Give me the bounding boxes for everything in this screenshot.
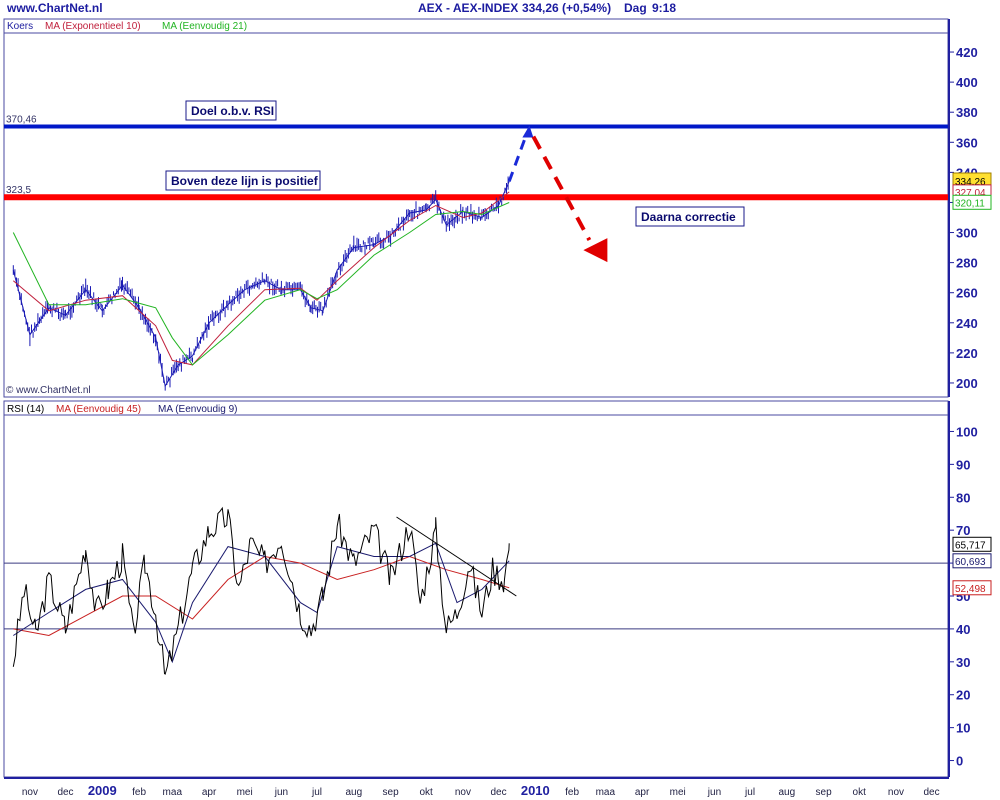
x-tick-label: jun [274, 787, 288, 798]
ma-price-label: 320,11 [955, 198, 985, 209]
price-y-tick-label: 420 [956, 45, 978, 60]
x-tick-label: 2009 [88, 783, 117, 798]
target-level-label: 370,46 [6, 115, 37, 126]
x-tick-label: jul [744, 787, 755, 798]
rsi-value-box [952, 536, 992, 552]
x-tick-label: aug [345, 787, 362, 798]
quote-value: 334,26 (+0,54%) [522, 1, 612, 15]
projection-up-arrowhead [522, 125, 534, 138]
rsi-value-box [952, 553, 992, 569]
x-tick-label: sep [816, 787, 833, 798]
annotation-text: Doel o.b.v. RSI [191, 104, 274, 118]
rsi-trend-line [396, 516, 517, 597]
price-y-tick-label: 240 [956, 316, 978, 331]
annotation-text: Daarna correctie [641, 210, 736, 224]
rsi-y-tick-label: 10 [956, 721, 970, 736]
projection-down-line [531, 135, 592, 242]
x-tick-label: mei [670, 787, 686, 798]
annotation-box [165, 170, 321, 191]
x-tick-label: aug [778, 787, 795, 798]
x-tick-label: jun [707, 787, 721, 798]
x-tick-label: dec [57, 787, 73, 798]
x-tick-label: nov [455, 787, 471, 798]
price-y-tick-label: 400 [956, 75, 978, 90]
support-level-label: 323,5 [6, 185, 31, 196]
x-tick-label: maa [596, 787, 616, 798]
rsi-line [12, 506, 510, 675]
projection-up-line [507, 134, 528, 182]
rsi-y-tick-label: 30 [956, 655, 970, 670]
rsi-y-tick-label: 0 [956, 754, 963, 769]
rsi-value-label: 65,717 [955, 540, 986, 551]
price-y-tick-label: 200 [956, 376, 978, 391]
watermark: © www.ChartNet.nl [6, 385, 91, 396]
x-tick-label: jul [311, 787, 322, 798]
header-bar: www.ChartNet.nl AEX - AEX-INDEX 334,26 (… [0, 0, 1000, 16]
projection-down-arrowhead [583, 238, 608, 263]
price-legend-item: MA (Eenvoudig 21) [162, 21, 247, 32]
x-tick-label: feb [132, 787, 146, 798]
rsi-ma9-line [13, 542, 510, 664]
x-tick-label: okt [853, 787, 867, 798]
rsi-y-tick-label: 40 [956, 622, 970, 637]
annotation-box [185, 100, 277, 121]
price-y-tick-label: 380 [956, 105, 978, 120]
time-label: 9:18 [652, 1, 677, 15]
annotation-text: Boven deze lijn is positief [171, 174, 319, 188]
instrument-name: AEX - AEX-INDEX [418, 1, 519, 15]
annotation-box [635, 206, 745, 227]
price-legend-item: MA (Exponentieel 10) [45, 21, 141, 32]
x-tick-label: okt [419, 787, 433, 798]
price-y-tick-label: 260 [956, 286, 978, 301]
rsi-value-label: 60,693 [955, 557, 986, 568]
rsi-panel-frame [3, 400, 949, 778]
ma-simple21-line [12, 202, 510, 366]
site-name[interactable]: www.ChartNet.nl [7, 1, 103, 15]
rsi-legend-item: RSI (14) [7, 404, 44, 415]
ma-price-label: 327,04 [955, 188, 986, 199]
price-panel-frame [3, 18, 949, 398]
price-y-tick-label: 220 [956, 346, 978, 361]
x-tick-label: nov [888, 787, 904, 798]
rsi-value-label: 52,498 [955, 584, 986, 595]
x-tick-label: mei [237, 787, 253, 798]
rsi-y-tick-label: 100 [956, 424, 978, 439]
x-tick-label: dec [490, 787, 506, 798]
rsi-legend-item: MA (Eenvoudig 9) [158, 404, 238, 415]
price-legend-item: Koers [7, 21, 33, 32]
rsi-y-tick-label: 80 [956, 490, 970, 505]
x-tick-label: apr [202, 787, 217, 798]
x-tick-label: sep [383, 787, 400, 798]
ma-exp10-line [12, 191, 510, 366]
rsi-y-tick-label: 90 [956, 457, 970, 472]
price-y-tick-label: 280 [956, 256, 978, 271]
x-tick-label: maa [163, 787, 183, 798]
last-price-label: 334,26 [955, 177, 986, 188]
rsi-value-box [952, 580, 992, 596]
price-y-tick-label: 360 [956, 135, 978, 150]
x-tick-label: apr [635, 787, 650, 798]
rsi-legend-item: MA (Eenvoudig 45) [56, 404, 141, 415]
rsi-y-tick-label: 70 [956, 523, 970, 538]
price-y-tick-label: 300 [956, 226, 978, 241]
period-label: Dag [624, 1, 647, 15]
x-tick-label: 2010 [521, 783, 550, 798]
price-line [12, 181, 510, 388]
x-tick-label: feb [565, 787, 579, 798]
ma-price-box [952, 194, 992, 210]
x-tick-label: nov [22, 787, 38, 798]
x-tick-label: dec [924, 787, 940, 798]
rsi-y-tick-label: 20 [956, 688, 970, 703]
